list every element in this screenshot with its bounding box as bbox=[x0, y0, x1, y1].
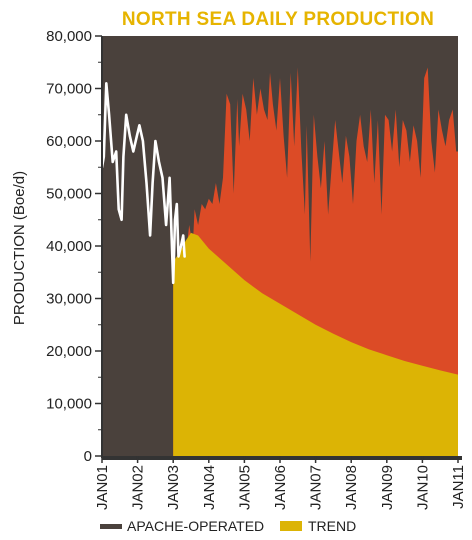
x-tick-label: JAN05 bbox=[236, 465, 253, 510]
y-tick-label: 0 bbox=[84, 448, 92, 465]
legend-swatch-trend bbox=[280, 521, 302, 531]
x-tick-label: JAN11 bbox=[450, 465, 467, 509]
legend-label-trend: TREND bbox=[308, 518, 356, 534]
y-tick-label: 50,000 bbox=[46, 186, 92, 203]
trend-area bbox=[173, 232, 458, 456]
x-tick-label: JAN02 bbox=[130, 465, 147, 510]
pre-acquisition-series bbox=[100, 82, 186, 285]
x-tick-label: JAN04 bbox=[201, 465, 218, 510]
y-axis-ticks: 0 10,000 20,000 30,000 40,000 50,000 60,000 70,… bbox=[46, 28, 102, 465]
chart-title: NORTH SEA DAILY PRODUCTION bbox=[122, 9, 434, 30]
y-tick-label: 60,000 bbox=[46, 133, 92, 150]
y-tick-label: 40,000 bbox=[46, 238, 92, 255]
legend-label-apache-operated: APACHE-OPERATED bbox=[127, 518, 264, 534]
y-tick-label: 80,000 bbox=[46, 28, 92, 45]
x-tick-label: JAN10 bbox=[414, 465, 431, 510]
legend: APACHE-OPERATED TREND bbox=[100, 518, 356, 534]
y-tick-label: 70,000 bbox=[46, 81, 92, 98]
legend-swatch-apache-operated bbox=[100, 524, 122, 529]
axes bbox=[101, 36, 462, 460]
x-tick-label: JAN03 bbox=[165, 465, 182, 510]
y-tick-label: 30,000 bbox=[46, 291, 92, 308]
x-tick-label: JAN09 bbox=[379, 465, 396, 510]
pre-acquisition-line bbox=[100, 82, 186, 285]
x-tick-label: JAN01 bbox=[94, 465, 111, 510]
trend-series bbox=[173, 232, 458, 456]
x-tick-label: JAN08 bbox=[343, 465, 360, 510]
y-tick-label: 20,000 bbox=[46, 343, 92, 360]
x-tick-label: JAN06 bbox=[272, 465, 289, 510]
x-axis-ticks: JAN01 JAN02 JAN03 JAN04 JAN05 JAN06 JAN07 JAN08… bbox=[94, 456, 467, 510]
x-axis-line bbox=[102, 456, 462, 460]
x-tick-label: JAN07 bbox=[308, 465, 325, 510]
y-tick-label: 10,000 bbox=[46, 396, 92, 413]
y-axis-title: PRODUCTION (Boe/d) bbox=[11, 171, 28, 325]
